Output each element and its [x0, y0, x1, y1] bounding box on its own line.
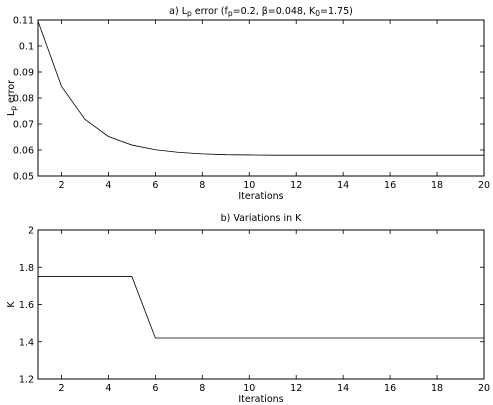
y-tick-label: 0.1: [19, 42, 34, 53]
y-tick-label: 1.4: [19, 337, 34, 348]
y-tick-label: 0.07: [13, 120, 34, 131]
x-tick-label: 2: [58, 383, 64, 394]
x-axis-label: Iterations: [238, 394, 283, 405]
x-tick-label: 4: [105, 180, 111, 191]
x-tick-label: 6: [152, 180, 158, 191]
chart-title-part: b) Variations in K: [221, 213, 303, 224]
chart-title-part: =1.75): [320, 6, 353, 17]
plot-frame: [37, 229, 485, 380]
chart-title-part: =0.2, β=0.048, K: [233, 6, 316, 17]
y-tick-label: 0.08: [13, 94, 34, 105]
x-tick-label: 16: [384, 180, 396, 191]
chart-title: a) Lp error (fp=0.2, β=0.048, K0=1.75): [169, 6, 353, 18]
x-tick-label: 18: [431, 180, 443, 191]
y-axis-label-part: error: [6, 80, 17, 106]
y-tick-label: 0.05: [13, 172, 34, 183]
y-tick-label: 2: [28, 226, 34, 237]
y-axis-label-part: K: [6, 301, 17, 308]
y-axis-label-part: p: [9, 106, 18, 111]
y-axis-label-part: L: [6, 110, 17, 116]
x-tick-label: 10: [243, 383, 255, 394]
y-axis-label: K: [6, 301, 17, 308]
series-line: [38, 276, 484, 339]
x-tick-label: 16: [384, 383, 396, 394]
series-line: [37, 21, 484, 156]
y-axis-label: Lp error: [6, 80, 18, 116]
x-axis-label: Iterations: [238, 191, 283, 202]
y-tick-label: 0.11: [13, 16, 34, 27]
x-tick-label: 6: [152, 383, 158, 394]
x-tick-label: 12: [290, 180, 302, 191]
x-tick-label: 14: [337, 383, 349, 394]
x-tick-label: 18: [431, 383, 443, 394]
x-tick-label: 2: [58, 180, 64, 191]
x-tick-label: 14: [337, 180, 349, 191]
chart-title-part: error (f: [192, 6, 229, 17]
x-tick-label: 10: [243, 180, 255, 191]
x-tick-label: 20: [478, 180, 490, 191]
x-tick-label: 8: [199, 180, 205, 191]
y-tick-label: 0.09: [13, 68, 34, 79]
chart-title-part: p: [187, 9, 192, 18]
x-tick-label: 4: [105, 383, 111, 394]
panel-a: a) Lp error (fp=0.2, β=0.048, K0=1.75)2 4…: [6, 6, 490, 202]
y-tick-label: 1.6: [19, 300, 34, 311]
y-tick-label: 0.06: [13, 146, 34, 157]
chart-title-part: a) L: [169, 6, 188, 17]
plot-frame: [37, 19, 485, 177]
chart-title: b) Variations in K: [221, 213, 303, 224]
panel-b: b) Variations in K 2 4 6 8 10 12 14 16 18 20 1.2 1.4…: [6, 213, 490, 405]
x-tick-label: 12: [290, 383, 302, 394]
x-tick-label: 8: [199, 383, 205, 394]
y-tick-label: 1.8: [19, 263, 34, 274]
chart-title-part: 0: [315, 9, 320, 18]
x-tick-label: 20: [478, 383, 490, 394]
y-tick-label: 1.2: [19, 375, 34, 386]
chart-title-part: p: [228, 9, 233, 18]
